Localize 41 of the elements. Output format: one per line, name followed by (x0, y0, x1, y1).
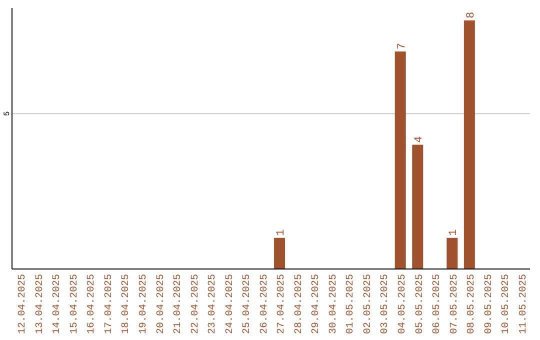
x-tick-label: 18.04.2025 (121, 274, 132, 334)
x-tick-label: 01.05.2025 (346, 274, 357, 334)
x-tick-label: 24.04.2025 (224, 274, 236, 334)
x-tick-label: 08.05.2025 (466, 274, 478, 334)
x-tick-label: 20.04.2025 (156, 274, 167, 334)
x-tick-label: 21.04.2025 (173, 274, 184, 334)
x-tick-label: 04.05.2025 (398, 274, 408, 334)
data-label: 8 (465, 12, 478, 18)
bar (446, 238, 458, 269)
x-tick-label: 17.04.2025 (104, 274, 115, 334)
bar (412, 144, 424, 269)
x-tick-label: 05.05.2025 (414, 274, 426, 334)
x-tick-label: 27.04.2025 (276, 274, 288, 334)
x-tick-label: 09.05.2025 (484, 274, 495, 334)
data-label: 7 (396, 42, 408, 50)
x-tick-label: 13.04.2025 (34, 274, 46, 334)
x-tick-label: 15.04.2025 (69, 274, 80, 334)
x-tick-label: 16.04.2025 (86, 274, 98, 334)
data-label: 1 (276, 228, 288, 236)
x-tick-label: 23.04.2025 (208, 274, 219, 334)
x-tick-label: 11.05.2025 (518, 274, 530, 334)
bar (274, 238, 285, 269)
x-tick-label: 25.04.2025 (242, 274, 254, 334)
x-tick-label: 03.05.2025 (380, 274, 392, 334)
data-label: 1 (448, 228, 460, 236)
x-tick-label: 10.05.2025 (501, 274, 512, 334)
x-tick-label: 29.04.2025 (311, 274, 322, 334)
x-tick-label: 26.04.2025 (259, 274, 270, 334)
bar (394, 52, 406, 269)
x-tick-label: 22.04.2025 (190, 274, 202, 334)
x-tick-label: 06.05.2025 (432, 274, 444, 334)
x-tick-label: 28.04.2025 (294, 274, 305, 334)
x-tick-label: 12.04.2025 (18, 274, 29, 334)
x-tick-label: 14.04.2025 (52, 274, 64, 334)
y-tick-label: 5 (3, 111, 12, 116)
x-tick-label: 19.04.2025 (138, 274, 150, 334)
x-tick-label: 30.04.2025 (328, 274, 340, 334)
x-tick-label: 07.05.2025 (449, 274, 460, 334)
bar (464, 20, 475, 269)
x-tick-label: 02.05.2025 (362, 274, 374, 334)
data-label: 4 (414, 136, 426, 143)
